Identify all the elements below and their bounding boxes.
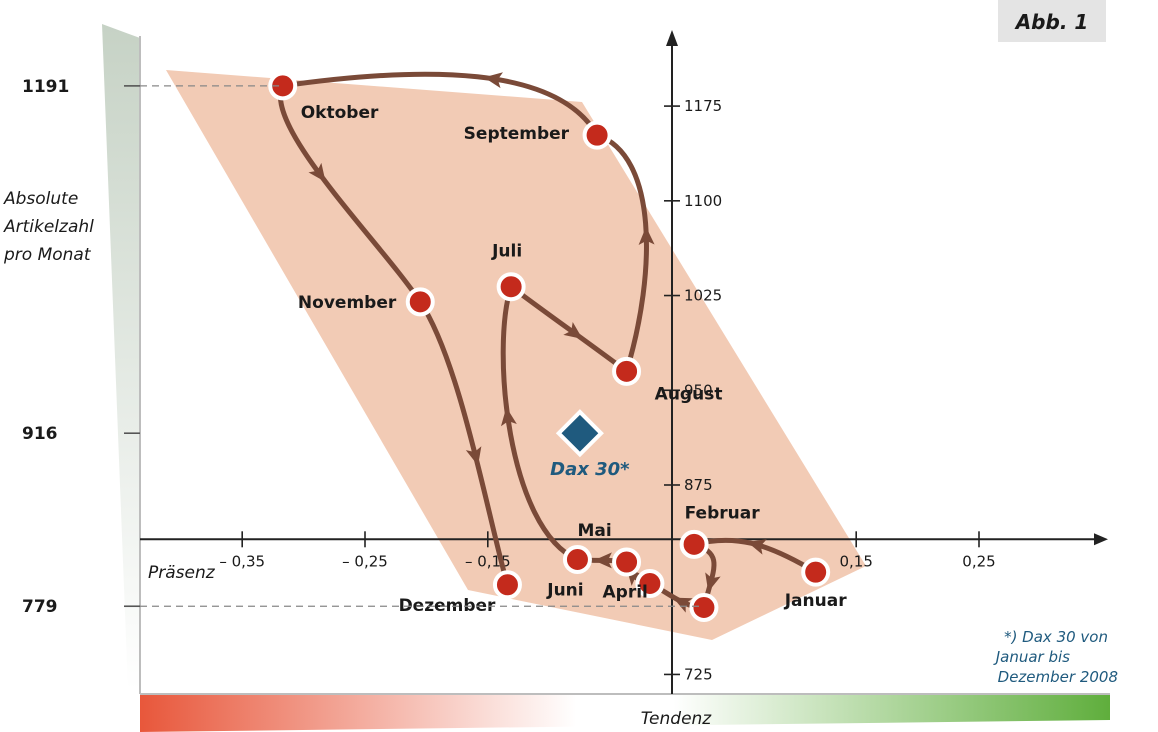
trajectory-segment (594, 132, 649, 374)
footnote-line-3: Dezember 2008 (998, 668, 1118, 686)
dax-marker (555, 409, 604, 458)
range-area (166, 70, 866, 640)
y-tick-label: 1025 (684, 287, 722, 305)
y-tick-label: 875 (684, 476, 713, 494)
trajectory-arrow (308, 162, 326, 183)
dax-diamond (555, 409, 604, 458)
trajectory-arrow (500, 407, 517, 427)
month-label-september: September (464, 124, 570, 144)
x-tick-label: – 0,25 (342, 552, 388, 570)
trajectory-segment (500, 284, 580, 563)
y-tick-label: 950 (684, 381, 713, 399)
dax-label: Dax 30* (550, 459, 630, 480)
y-tick-label: 1175 (684, 97, 722, 115)
trajectory-arrow (747, 539, 767, 555)
marker-januar (801, 557, 831, 587)
trajectory-arrow (673, 597, 693, 613)
x-tick-label: – 0,35 (219, 552, 265, 570)
trajectory-segment (417, 299, 510, 588)
marker-februar (679, 529, 709, 559)
marker-april (635, 569, 665, 599)
marker-dezember (492, 570, 522, 600)
trajectory-arrow (483, 72, 503, 89)
month-label-mai: Mai (577, 521, 611, 541)
marker-märz (689, 593, 719, 623)
figure-tag: Abb. 1 (1014, 10, 1089, 34)
trajectory-arrow (465, 446, 482, 466)
trajectory-arrow (705, 572, 721, 592)
ylabel-line-3: pro Monat (3, 245, 92, 265)
left-value-label: 779 (22, 597, 58, 617)
y-tick-label: 725 (684, 665, 713, 683)
left-value-label: 1191 (22, 77, 69, 97)
month-label-dezember: Dezember (399, 596, 496, 616)
marker-august (612, 356, 642, 386)
marker-november (405, 287, 435, 317)
month-label-juni: Juni (546, 581, 583, 601)
xlabel-bottom: Tendenz (641, 709, 713, 729)
trajectory-segment (278, 83, 423, 305)
x-tick-label: 0,15 (839, 552, 872, 570)
month-label-oktober: Oktober (301, 103, 379, 123)
footnote-line-1: *) Dax 30 von (1004, 628, 1108, 646)
footnote-line-2: Januar bis (993, 648, 1070, 666)
month-label-januar: Januar (784, 591, 847, 611)
ylabel-line-1: Absolute (3, 189, 78, 209)
left-value-label: 916 (22, 424, 58, 444)
marker-oktober (268, 71, 298, 101)
y-tick-label: 1100 (684, 192, 722, 210)
month-label-februar: Februar (685, 503, 761, 523)
left-gradient-bar (102, 24, 140, 690)
month-label-november: November (298, 293, 397, 313)
trajectory-arrow (638, 226, 655, 245)
trajectory-segment (280, 71, 600, 138)
ylabel-line-2: Artikelzahl (3, 217, 94, 237)
bottom-gradient-bar (140, 694, 1110, 732)
month-label-august: August (655, 384, 723, 404)
month-label-april: April (603, 583, 648, 603)
marker-juni (562, 545, 592, 575)
trajectory-arrow (563, 321, 583, 339)
x-axis-arrow (1094, 533, 1108, 546)
x-tick-label: 0,25 (962, 552, 995, 570)
trajectory-segment (508, 284, 630, 374)
marker-mai (612, 547, 642, 577)
xlabel: Präsenz (148, 563, 216, 583)
y-axis-arrow (666, 30, 678, 46)
trajectory-arrow (593, 552, 612, 569)
marker-juli (496, 272, 526, 302)
marker-september (582, 120, 612, 150)
figure-tag-box (998, 0, 1106, 42)
month-label-juli: Juli (491, 242, 522, 262)
